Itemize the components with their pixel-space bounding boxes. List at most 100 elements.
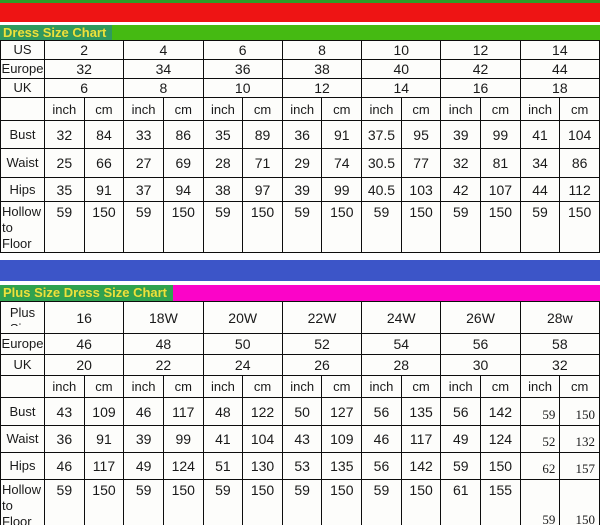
row-label: Bust: [0, 397, 45, 426]
size-system-row: Europe 32 34 36 38 40 42 44: [0, 59, 600, 79]
row-label: Hollow to Floor: [0, 479, 45, 525]
size-system-row: UK 20 22 24 26 28 30 32: [0, 354, 600, 376]
size-system-row: UK 6 8 10 12 14 16 18: [0, 78, 600, 98]
measurement-row: Hips 46 117 49 124 51 130 53 135 56 142 59 150 62 157: [0, 452, 600, 480]
measurement-cell: 56: [361, 397, 402, 426]
measurement-cell: 44: [519, 177, 561, 202]
measurement-cell: 150: [321, 201, 363, 253]
unit-inch-cell: inch: [281, 97, 323, 121]
measurement-cell: 43: [44, 397, 85, 426]
measurement-cell: 89: [242, 120, 283, 149]
measurement-cell: 59: [281, 479, 323, 525]
measurement-cell: 49: [123, 452, 164, 480]
row-label: Waist: [0, 148, 45, 178]
measurement-cell: 91: [83, 425, 125, 453]
measurement-cell: 124: [480, 425, 521, 453]
dress-size-chart-title-bar: Dress Size Chart: [0, 25, 600, 40]
measurement-cell: 99: [321, 177, 363, 202]
measurement-cell: 32: [440, 148, 482, 178]
size-value-cell: 42: [440, 59, 521, 79]
empty-corner-cell: [0, 97, 45, 121]
size-value-cell: 10: [361, 40, 442, 60]
measurement-cell: 86: [162, 120, 204, 149]
measurement-cell: 112: [559, 177, 600, 202]
measurement-cell: 107: [480, 177, 521, 202]
size-value-cell: 18W: [123, 301, 204, 334]
row-label-text: UK: [13, 80, 32, 95]
row-label-text: Waist: [6, 431, 39, 446]
measurement-cell: 150: [83, 201, 125, 253]
unit-inch-cell: inch: [361, 97, 402, 121]
units-header-row: inch cm inch cm inch cm inch cm inch cm inch cm inch…: [0, 97, 600, 121]
size-value-cell: 38: [281, 59, 363, 79]
row-label: US: [0, 40, 45, 60]
measurement-row: Bust 43 109 46 117 48 122 50 127 56 135 56 142 59 150: [0, 397, 600, 426]
measurement-cell: 150: [480, 452, 521, 480]
measurement-cell: 35: [202, 120, 244, 149]
measurement-row: Waist 36 91 39 99 41 104 43 109 46 117 49 124 52 132: [0, 425, 600, 453]
measurement-row: Hollow to Floor 59 150 59 150 59 150 59 150 59 150 5…: [0, 201, 600, 253]
row-label-text: US: [13, 42, 32, 57]
measurement-cell: 150: [162, 201, 204, 253]
measurement-cell: 41: [519, 120, 561, 149]
measurement-cell: 59: [44, 479, 85, 525]
size-value-cell: 32: [43, 59, 125, 79]
unit-cm-cell: cm: [83, 97, 125, 121]
measurement-cell: 132: [559, 425, 600, 453]
size-value-cell: 16: [43, 301, 125, 334]
size-value-cell: 26: [281, 354, 363, 376]
measurement-cell: 59: [123, 201, 164, 253]
measurement-cell: 150: [83, 479, 125, 525]
measurement-cell: 59: [281, 201, 323, 253]
size-value-cell: 18: [519, 78, 600, 98]
row-label: UK: [0, 78, 45, 98]
measurement-cell: 142: [400, 452, 442, 480]
size-value-cell: 16: [440, 78, 521, 98]
row-label-text: Hollow to Floor: [2, 482, 42, 525]
measurement-cell: 32: [44, 120, 85, 149]
measurement-cell: 52: [519, 425, 561, 453]
measurement-cell: 122: [242, 397, 283, 426]
measurement-cell: 53: [281, 452, 323, 480]
row-label: Europe: [0, 333, 45, 355]
measurement-cell: 124: [162, 452, 204, 480]
measurement-cell: 59: [440, 201, 482, 253]
unit-cm-cell: cm: [480, 375, 521, 398]
measurement-cell: 104: [559, 120, 600, 149]
size-system-row: US 2 4 6 8 10 12 14: [0, 40, 600, 60]
size-value-cell: 12: [440, 40, 521, 60]
unit-inch-cell: inch: [281, 375, 323, 398]
measurement-cell: 150: [559, 479, 600, 525]
measurement-cell: 130: [242, 452, 283, 480]
measurement-cell: 99: [480, 120, 521, 149]
size-value-cell: 22W: [281, 301, 363, 334]
measurement-row: Hips 35 91 37 94 38 97 39 99 40.5 103 42 107 44 112: [0, 177, 600, 202]
measurement-cell: 59: [519, 397, 561, 426]
size-value-cell: 44: [519, 59, 600, 79]
measurement-cell: 150: [400, 201, 442, 253]
measurement-cell: 74: [321, 148, 363, 178]
unit-cm-cell: cm: [559, 375, 600, 398]
measurement-cell: 59: [44, 201, 85, 253]
measurement-cell: 94: [162, 177, 204, 202]
size-value-cell: 56: [440, 333, 521, 355]
unit-cm-cell: cm: [242, 375, 283, 398]
row-label: Waist: [0, 425, 45, 453]
spacer: [0, 22, 600, 25]
size-value-cell: 28: [361, 354, 442, 376]
measurement-cell: 34: [519, 148, 561, 178]
measurement-cell: 150: [480, 201, 521, 253]
unit-cm-cell: cm: [162, 375, 204, 398]
size-value-cell: 58: [519, 333, 600, 355]
measurement-cell: 150: [242, 201, 283, 253]
measurement-cell: 109: [83, 397, 125, 426]
measurement-cell: 61: [440, 479, 482, 525]
measurement-cell: 43: [281, 425, 323, 453]
measurement-cell: 77: [400, 148, 442, 178]
measurement-cell: 35: [44, 177, 85, 202]
size-value-cell: 48: [123, 333, 204, 355]
row-label: UK: [0, 354, 45, 376]
